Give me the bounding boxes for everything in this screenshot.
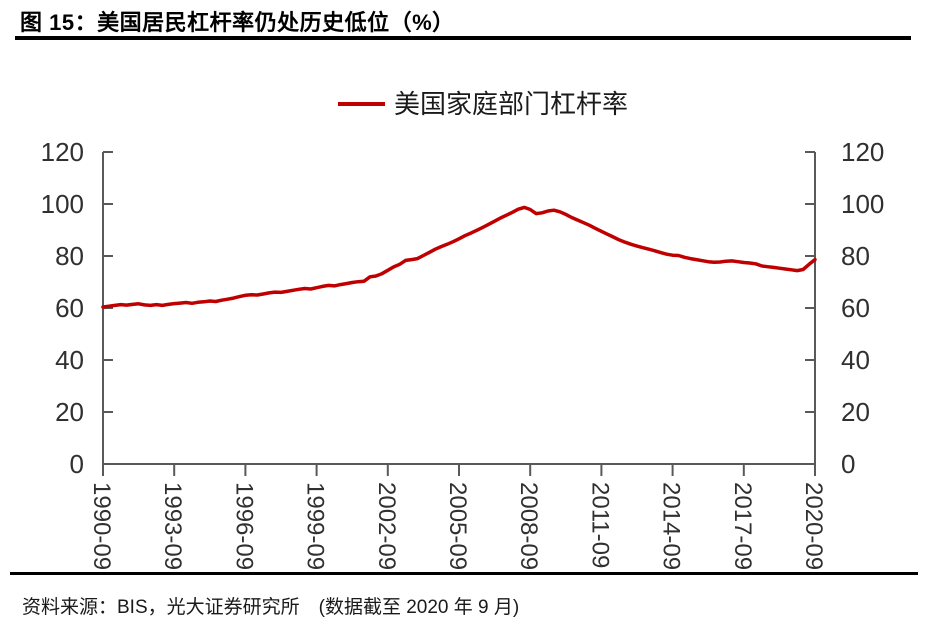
y-axis-label-left: 40 xyxy=(55,345,84,375)
y-axis-label-left: 20 xyxy=(55,397,84,427)
x-axis-label: 2014-09 xyxy=(658,482,685,570)
legend-label: 美国家庭部门杠杆率 xyxy=(394,89,629,119)
y-axis-label-right: 120 xyxy=(841,137,884,167)
y-axis-label-right: 60 xyxy=(841,293,870,323)
title-divider xyxy=(15,36,911,40)
legend: 美国家庭部门杠杆率 xyxy=(338,89,628,119)
x-axis-label: 1999-09 xyxy=(302,482,329,570)
x-axis-label: 2020-09 xyxy=(800,482,827,570)
data-line-us-household-leverage xyxy=(101,205,817,309)
y-axis-label-left: 120 xyxy=(41,137,84,167)
x-axis-label: 2008-09 xyxy=(515,482,542,570)
y-axis-label-right: 100 xyxy=(841,189,884,219)
x-axis-label: 2005-09 xyxy=(444,482,471,570)
figure-title: 图 15：美国居民杠杆率仍处历史低位（%） xyxy=(20,10,455,35)
legend-line-swatch xyxy=(338,102,385,106)
y-axis-label-left: 0 xyxy=(70,449,84,479)
x-axis-label: 2011-09 xyxy=(586,482,613,568)
x-axis-label: 1996-09 xyxy=(230,482,257,570)
y-axis-label-left: 80 xyxy=(55,241,84,271)
x-axis-label: 1990-09 xyxy=(88,482,115,570)
axis-lines xyxy=(102,152,816,476)
x-axis-label: 2002-09 xyxy=(373,482,400,570)
x-axis-label: 2017-09 xyxy=(729,482,756,570)
y-axis-label-left: 100 xyxy=(41,189,84,219)
y-axis-label-right: 80 xyxy=(841,241,870,271)
bottom-divider xyxy=(10,572,918,575)
y-axis-label-right: 40 xyxy=(841,345,870,375)
y-axis-label-right: 0 xyxy=(841,449,855,479)
y-axis-label-right: 20 xyxy=(841,397,870,427)
x-axis-label: 1993-09 xyxy=(159,482,186,570)
source-note: 资料来源：BIS，光大证券研究所 (数据截至 2020 年 9 月) xyxy=(22,597,520,618)
y-axis-label-left: 60 xyxy=(55,293,84,323)
